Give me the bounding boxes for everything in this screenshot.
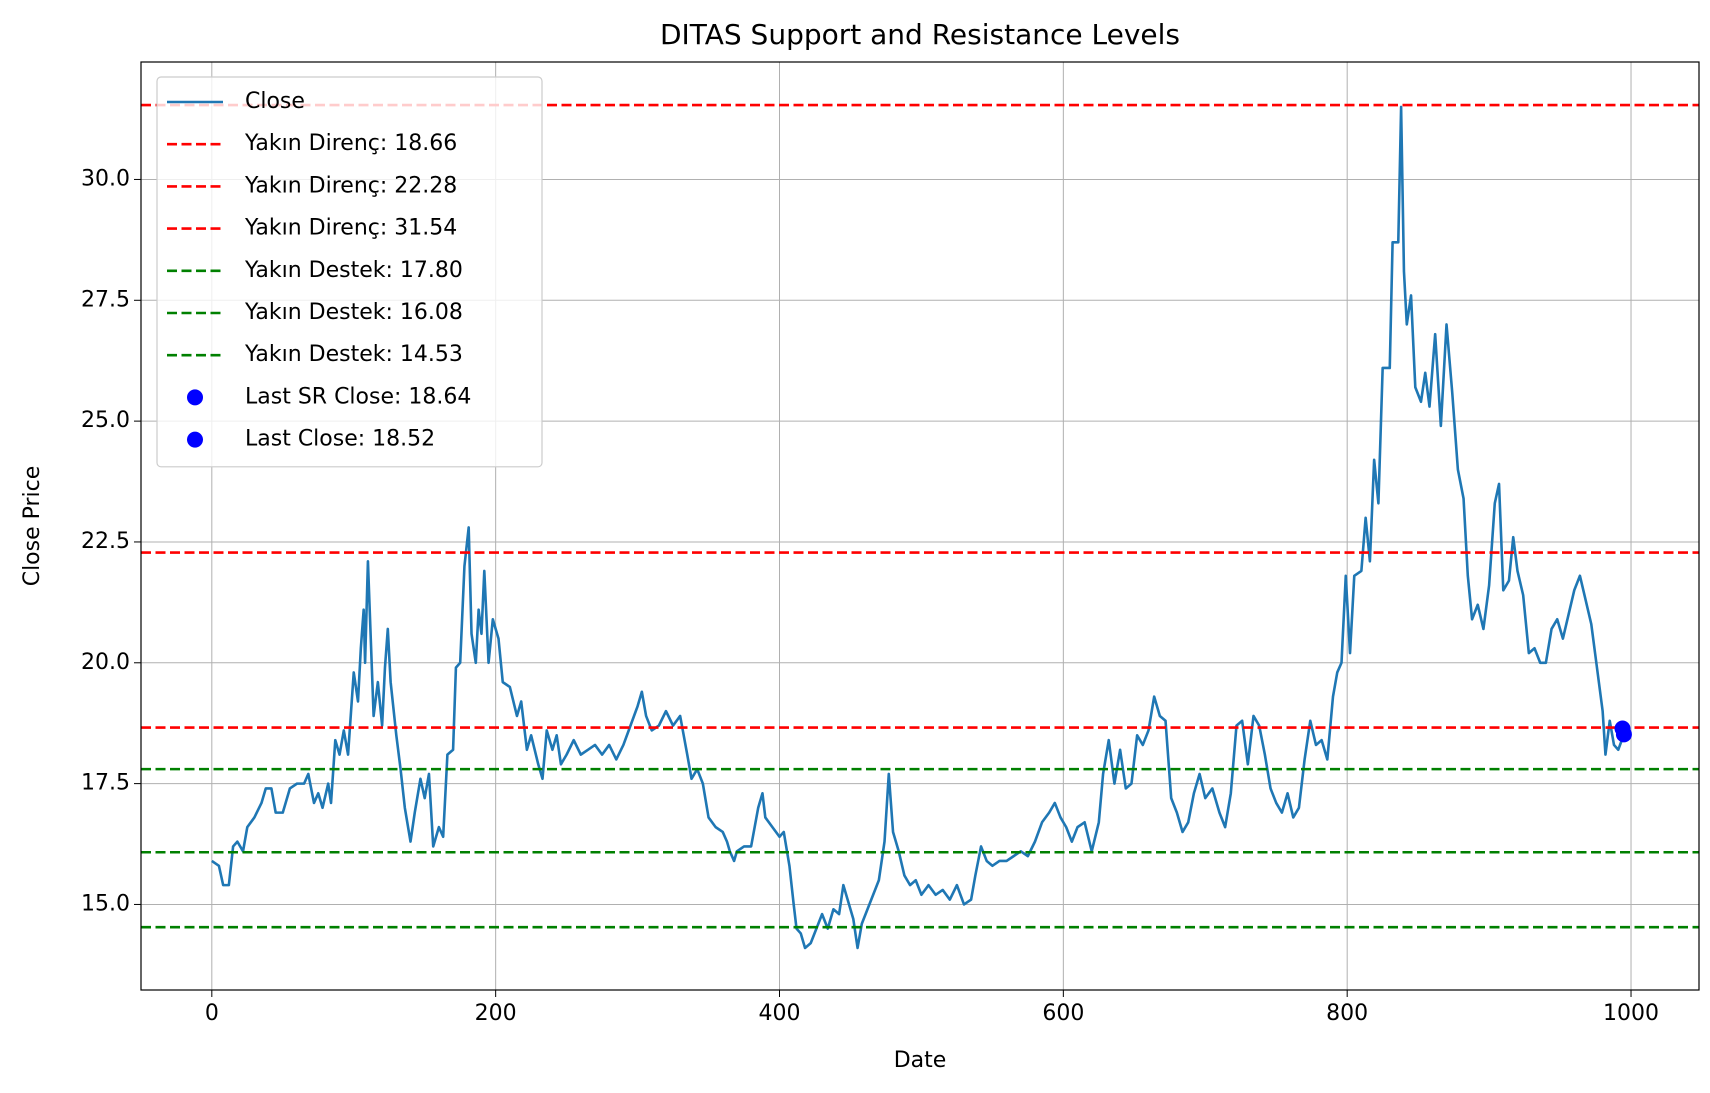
- y-tick-label: 25.0: [81, 408, 130, 433]
- x-axis-label: Date: [894, 1048, 947, 1073]
- x-tick-label: 200: [475, 1001, 517, 1026]
- y-tick-label: 15.0: [81, 891, 130, 916]
- legend-label: Yakın Destek: 16.08: [244, 300, 463, 325]
- legend-marker: [187, 389, 203, 406]
- legend-box: [156, 76, 543, 468]
- legend-label: Yakın Destek: 17.80: [244, 258, 463, 283]
- x-tick-label: 0: [205, 1001, 219, 1026]
- legend-marker: [187, 431, 203, 448]
- y-axis-label: Close Price: [20, 466, 45, 587]
- point: [1615, 726, 1632, 743]
- x-tick-label: 800: [1326, 1001, 1368, 1026]
- y-tick-label: 20.0: [81, 650, 130, 675]
- x-tick-label: 400: [758, 1001, 800, 1026]
- legend-label: Yakın Direnç: 18.66: [244, 131, 457, 156]
- legend-label: Last SR Close: 18.64: [245, 384, 471, 409]
- line-series: [211, 105, 1626, 950]
- legend-label: Yakın Destek: 14.53: [244, 342, 463, 367]
- y-tick-label: 17.5: [81, 771, 130, 796]
- legend-label: Yakın Direnç: 31.54: [244, 216, 457, 241]
- legend-label: Yakın Direnç: 22.28: [244, 173, 457, 198]
- legend-label: Last Close: 18.52: [245, 427, 435, 452]
- y-tick-label: 27.5: [81, 287, 130, 312]
- x-tick-label: 600: [1042, 1001, 1084, 1026]
- legend-label: Close: [245, 89, 305, 114]
- y-tick-label: 30.0: [81, 166, 130, 191]
- x-tick-label: 1000: [1603, 1001, 1659, 1026]
- plot-frame: [140, 61, 1700, 991]
- chart-title: DITAS Support and Resistance Levels: [660, 18, 1180, 51]
- y-tick-label: 22.5: [81, 529, 130, 554]
